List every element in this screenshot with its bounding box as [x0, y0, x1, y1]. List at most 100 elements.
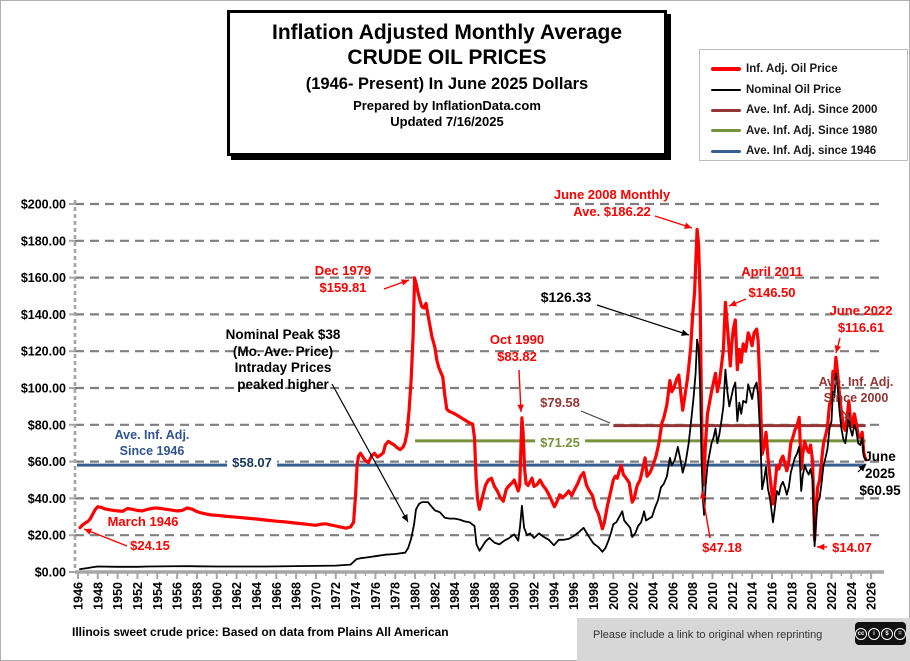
- x-tick-label: 1976: [369, 582, 383, 610]
- x-tick-label: 1960: [210, 582, 224, 610]
- x-tick-label: 2016: [765, 582, 779, 610]
- x-tick-label: 1972: [329, 582, 343, 610]
- y-tick-label: $60.00: [28, 455, 66, 469]
- annotation-ave-since-2000: Ave. Inf. Adj. Since 2000: [819, 374, 894, 406]
- arrow-dec-1979-head: [401, 279, 409, 286]
- x-tick-label: 2022: [825, 582, 839, 610]
- x-tick-label: 2006: [666, 582, 680, 610]
- x-tick-label: 2008: [686, 582, 700, 610]
- legend-item: Ave. Inf. Adj. Since 2000: [700, 100, 907, 121]
- annotation-line: Ave. Inf. Adj.: [114, 428, 190, 442]
- x-tick-label: 1988: [488, 582, 502, 610]
- annotation-line: June: [864, 449, 896, 464]
- annotation-line: $71.25: [540, 435, 580, 450]
- annotation-april-2011: April 2011 $146.50: [741, 261, 802, 303]
- legend-label: Inf. Adj. Oil Price: [746, 63, 838, 76]
- annotation-line: $14.07: [832, 540, 872, 555]
- annotation-ave-since-1946: Ave. Inf. Adj. Since 1946: [115, 428, 190, 459]
- chart-updated-date: Updated 7/16/2025: [390, 114, 504, 129]
- arrow-47-18-head: [700, 491, 707, 499]
- arrow-june-2008-head: [684, 222, 692, 229]
- annotation-line: $79.58: [540, 395, 580, 410]
- x-tick-label: 1962: [230, 582, 244, 610]
- x-tick-label: 1980: [409, 582, 423, 610]
- arrow-nominal-peak-head: [401, 514, 408, 522]
- annotation-line: $58.07: [232, 455, 272, 470]
- legend: Inf. Adj. Oil Price Nominal Oil Price Ave.…: [699, 49, 908, 161]
- x-tick-label: 1986: [468, 582, 482, 610]
- annotation-price-14-07: $14.07: [832, 540, 872, 555]
- annotation-line: Nominal Peak $38: [225, 327, 341, 342]
- cc-badge-circle-icon: i: [868, 627, 880, 640]
- x-tick-label: 2002: [627, 582, 641, 610]
- annotation-june-2008: June 2008 Monthly Ave. $186.22: [554, 186, 670, 220]
- y-tick-label: $200.00: [21, 198, 66, 212]
- arrow-march-1946-head: [84, 528, 92, 535]
- x-tick-label: 1970: [309, 582, 323, 610]
- x-tick-label: 2012: [726, 582, 740, 610]
- arrow-april-2011-head: [729, 300, 737, 307]
- annotation-price-24-15: $24.15: [130, 538, 170, 553]
- y-tick-label: $120.00: [21, 345, 66, 359]
- annotation-line: April 2011: [741, 264, 803, 279]
- x-tick-label: 1946: [71, 582, 85, 610]
- x-tick-label: 1998: [587, 582, 601, 610]
- arrow-june-2022-head: [834, 345, 842, 353]
- x-tick-label: 1956: [171, 582, 185, 610]
- arrow-14-07-head: [817, 543, 825, 551]
- x-tick-label: 1964: [250, 582, 264, 610]
- annotation-line: Ave. Inf. Adj.: [818, 375, 894, 389]
- arrow-79-58: [580, 410, 611, 424]
- annotation-dec-1979: Dec 1979 $159.81: [315, 262, 371, 296]
- chart-title-line-2: CRUDE OIL PRICES: [347, 46, 547, 69]
- chart-title-line-1: Inflation Adjusted Monthly Average: [271, 21, 623, 44]
- y-tick-label: $180.00: [21, 234, 66, 248]
- x-tick-label: 1968: [290, 582, 304, 610]
- annotation-line: $83.82: [497, 349, 537, 364]
- x-tick-label: 1950: [111, 582, 125, 610]
- source-note: Illinois sweet crude price: Based on dat…: [72, 625, 449, 639]
- arrow-nominal-peak: [331, 383, 409, 523]
- arrow-oct-1990-head: [517, 404, 524, 412]
- chart-credit: Prepared by InflationData.com: [353, 98, 541, 113]
- x-tick-label: 1982: [428, 582, 442, 610]
- annotation-line: Since 2000: [823, 391, 889, 405]
- x-tick-label: 1966: [270, 582, 284, 610]
- annotation-line: Ave. $186.22: [573, 204, 651, 219]
- annotation-june-2022: June 2022 $116.61: [830, 302, 893, 336]
- legend-label: Ave. Inf. Adj. since 1946: [746, 145, 877, 158]
- annotation-line: $159.81: [319, 280, 367, 295]
- legend-line-swatch-icon: [711, 129, 741, 133]
- legend-label: Ave. Inf. Adj. Since 2000: [746, 104, 878, 117]
- annotation-nominal-peak: Nominal Peak $38 (Mo. Ave. Price) Intraday…: [226, 327, 341, 393]
- annotation-june-2025: June 2025 $60.95: [859, 448, 900, 499]
- y-tick-label: $20.00: [28, 529, 66, 543]
- x-tick-label: 1992: [528, 582, 542, 610]
- annotation-line: peaked higher: [237, 376, 329, 392]
- y-tick-label: $160.00: [21, 271, 66, 285]
- x-tick-label: 2004: [646, 582, 660, 610]
- x-tick-label: 1990: [508, 582, 522, 610]
- x-tick-label: 1952: [131, 582, 145, 610]
- annotation-oct-1990: Oct 1990 $83.82: [490, 331, 544, 365]
- x-tick-label: 2014: [746, 582, 760, 610]
- y-tick-label: $80.00: [28, 418, 66, 432]
- x-tick-label: 2010: [706, 582, 720, 610]
- annotation-line: Intraday Prices: [234, 360, 332, 375]
- legend-item: Inf. Adj. Oil Price: [700, 59, 907, 80]
- legend-item: Ave. Inf. Adj. Since 1980: [700, 121, 907, 142]
- annotation-price-71-25: $71.25: [535, 435, 585, 450]
- annotation-price-79-58: $79.58: [540, 395, 580, 410]
- annotation-line: $146.50: [748, 285, 796, 300]
- nominal-oil-price-line: [79, 338, 867, 570]
- footer-band: [577, 618, 910, 661]
- x-tick-label: 2000: [607, 582, 621, 610]
- arrow-126-33: [596, 304, 690, 336]
- y-tick-label: $0.00: [35, 566, 66, 580]
- annotation-line: (Mo. Ave. Price): [232, 343, 334, 359]
- annotation-line: $24.15: [130, 538, 170, 553]
- legend-item: Nominal Oil Price: [700, 80, 907, 101]
- y-tick-label: $40.00: [28, 492, 66, 506]
- legend-label: Ave. Inf. Adj. Since 1980: [746, 124, 878, 137]
- annotation-line: $60.95: [859, 483, 901, 498]
